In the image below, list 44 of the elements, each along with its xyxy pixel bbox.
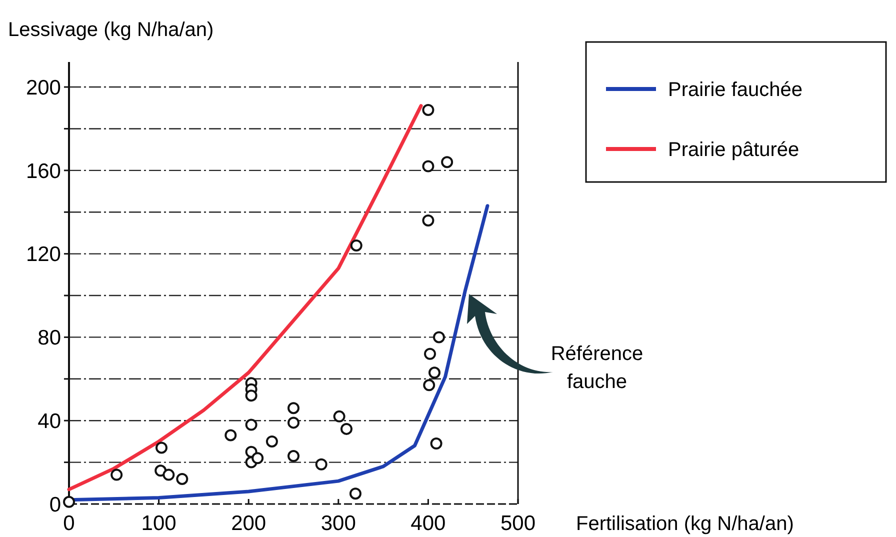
point [422,214,434,226]
point [422,160,434,172]
point [423,379,436,392]
text: Référence fauche [550,343,644,393]
point [245,418,258,431]
y-tick-label: 200 [26,76,61,100]
point [110,468,123,481]
point [432,331,445,344]
point [428,366,440,379]
point [333,410,346,422]
x-axis-title: Fertilisation (kg N/ha/an) [576,513,794,535]
x-tick-label: 500 [500,512,536,535]
x-tick-label: 300 [320,512,356,535]
point [350,239,362,252]
point [63,496,75,508]
point [288,450,300,462]
point [430,438,442,450]
y-tick-label: 80 [38,326,61,350]
point [162,468,175,481]
y-axis-title: Lessivage (kg N/ha/an) [8,19,214,41]
y-tick-label: 160 [26,160,61,183]
x-tick-label: 400 [410,512,446,535]
y-tick-label: 120 [26,243,61,266]
y-tick-label: 40 [38,410,61,433]
point [245,390,258,402]
legend-label: Prairie fauchée [668,79,803,101]
point [315,458,328,470]
legend-label: Prairie pâturée [668,139,800,161]
point [441,156,454,168]
point [252,452,264,464]
y-tick-label: 0 [49,493,61,516]
point [288,416,300,429]
point [340,422,352,435]
x-tick-label: 200 [231,512,266,535]
point [424,348,436,360]
point [349,488,362,500]
x-tick-label: 100 [141,512,176,535]
point [155,442,168,454]
point [176,472,188,485]
point [422,104,434,116]
x-tick-label: 0 [63,512,75,535]
point [224,429,237,442]
point [288,402,300,414]
point [266,435,278,448]
